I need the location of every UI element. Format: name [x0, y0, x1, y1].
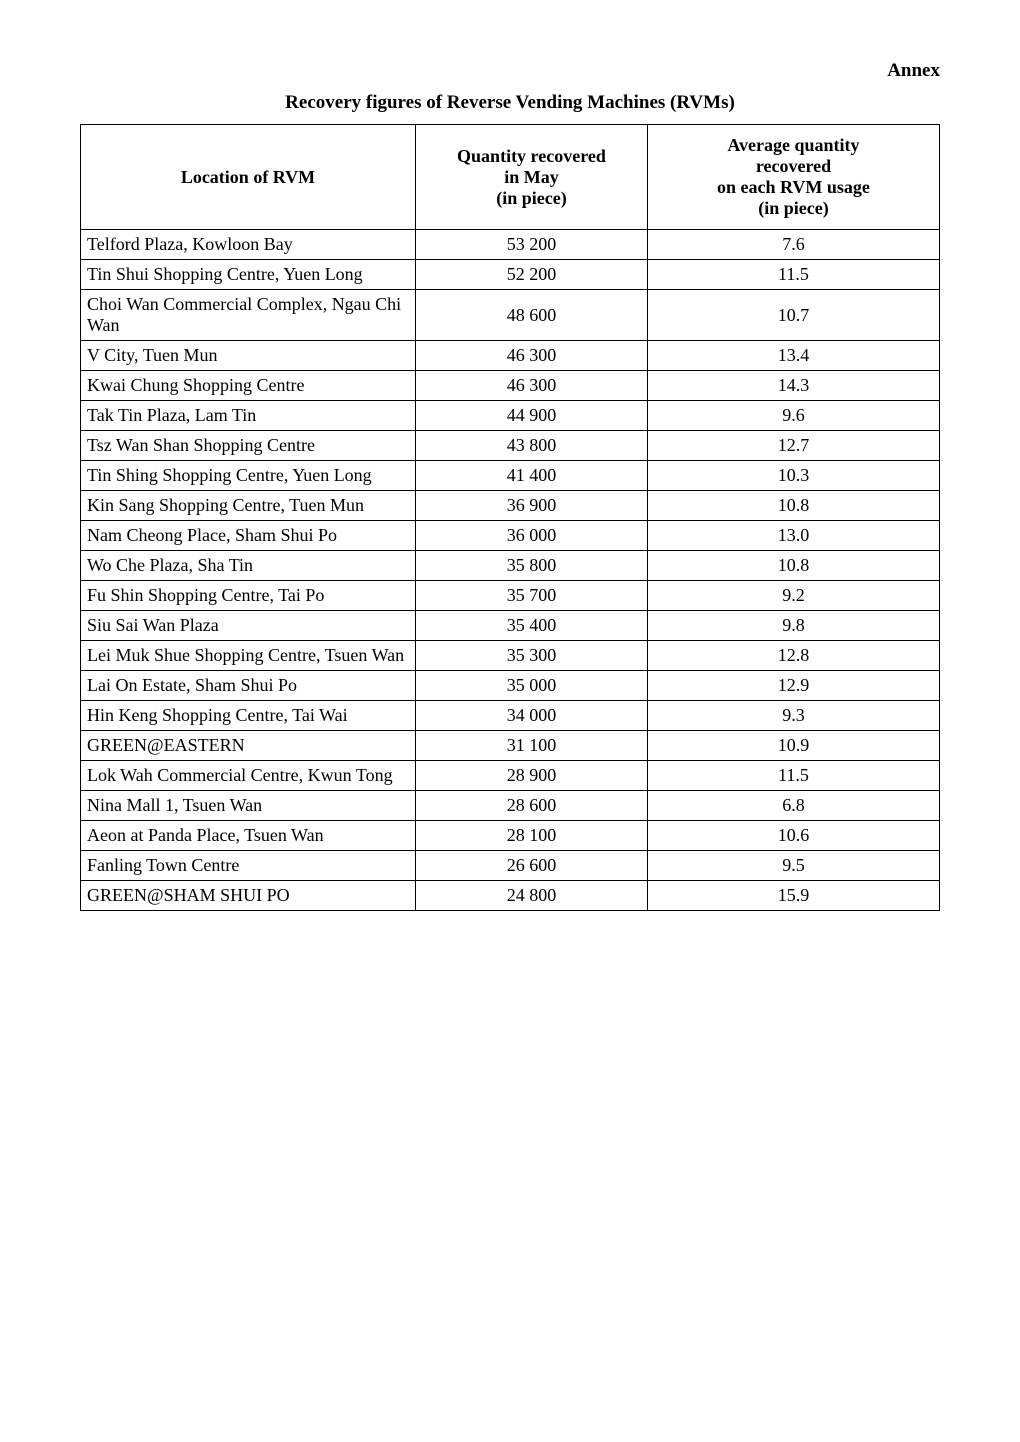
cell-avg: 10.8 [647, 551, 939, 581]
cell-location: Hin Keng Shopping Centre, Tai Wai [81, 701, 416, 731]
cell-qty: 24 800 [416, 881, 648, 911]
table-row: Lei Muk Shue Shopping Centre, Tsuen Wan3… [81, 641, 940, 671]
cell-location: Tin Shing Shopping Centre, Yuen Long [81, 461, 416, 491]
cell-avg: 7.6 [647, 230, 939, 260]
col-header-location: Location of RVM [81, 125, 416, 230]
table-header-row: Location of RVM Quantity recoveredin May… [81, 125, 940, 230]
cell-qty: 36 000 [416, 521, 648, 551]
table-row: Kin Sang Shopping Centre, Tuen Mun36 900… [81, 491, 940, 521]
annex-label: Annex [80, 60, 940, 82]
cell-qty: 46 300 [416, 371, 648, 401]
cell-avg: 9.5 [647, 851, 939, 881]
cell-qty: 35 800 [416, 551, 648, 581]
cell-avg: 9.2 [647, 581, 939, 611]
cell-avg: 12.9 [647, 671, 939, 701]
table-row: GREEN@EASTERN31 10010.9 [81, 731, 940, 761]
cell-qty: 35 300 [416, 641, 648, 671]
cell-qty: 41 400 [416, 461, 648, 491]
table-row: Lok Wah Commercial Centre, Kwun Tong28 9… [81, 761, 940, 791]
cell-location: Fu Shin Shopping Centre, Tai Po [81, 581, 416, 611]
cell-avg: 10.8 [647, 491, 939, 521]
cell-avg: 9.3 [647, 701, 939, 731]
cell-qty: 28 900 [416, 761, 648, 791]
cell-location: Fanling Town Centre [81, 851, 416, 881]
cell-location: Kwai Chung Shopping Centre [81, 371, 416, 401]
cell-location: Wo Che Plaza, Sha Tin [81, 551, 416, 581]
table-row: Aeon at Panda Place, Tsuen Wan28 10010.6 [81, 821, 940, 851]
cell-avg: 13.4 [647, 341, 939, 371]
cell-location: GREEN@EASTERN [81, 731, 416, 761]
table-row: Tin Shing Shopping Centre, Yuen Long41 4… [81, 461, 940, 491]
cell-location: Tak Tin Plaza, Lam Tin [81, 401, 416, 431]
cell-qty: 52 200 [416, 260, 648, 290]
cell-avg: 11.5 [647, 761, 939, 791]
cell-qty: 28 100 [416, 821, 648, 851]
cell-location: GREEN@SHAM SHUI PO [81, 881, 416, 911]
table-row: Telford Plaza, Kowloon Bay53 2007.6 [81, 230, 940, 260]
table-row: Tak Tin Plaza, Lam Tin44 9009.6 [81, 401, 940, 431]
cell-avg: 12.7 [647, 431, 939, 461]
rvm-table: Location of RVM Quantity recoveredin May… [80, 124, 940, 911]
cell-location: Nam Cheong Place, Sham Shui Po [81, 521, 416, 551]
cell-qty: 46 300 [416, 341, 648, 371]
cell-qty: 53 200 [416, 230, 648, 260]
cell-qty: 34 000 [416, 701, 648, 731]
table-row: Tsz Wan Shan Shopping Centre43 80012.7 [81, 431, 940, 461]
cell-location: Nina Mall 1, Tsuen Wan [81, 791, 416, 821]
table-row: GREEN@SHAM SHUI PO24 80015.9 [81, 881, 940, 911]
cell-location: Lai On Estate, Sham Shui Po [81, 671, 416, 701]
table-row: Siu Sai Wan Plaza35 4009.8 [81, 611, 940, 641]
cell-qty: 44 900 [416, 401, 648, 431]
cell-qty: 35 000 [416, 671, 648, 701]
table-row: Lai On Estate, Sham Shui Po35 00012.9 [81, 671, 940, 701]
cell-avg: 10.3 [647, 461, 939, 491]
cell-qty: 43 800 [416, 431, 648, 461]
cell-avg: 15.9 [647, 881, 939, 911]
cell-avg: 10.9 [647, 731, 939, 761]
cell-avg: 6.8 [647, 791, 939, 821]
table-row: V City, Tuen Mun46 30013.4 [81, 341, 940, 371]
cell-qty: 48 600 [416, 290, 648, 341]
cell-qty: 35 400 [416, 611, 648, 641]
table-row: Choi Wan Commercial Complex, Ngau Chi Wa… [81, 290, 940, 341]
cell-avg: 12.8 [647, 641, 939, 671]
col-header-quantity: Quantity recoveredin May(in piece) [416, 125, 648, 230]
cell-location: Tin Shui Shopping Centre, Yuen Long [81, 260, 416, 290]
cell-qty: 28 600 [416, 791, 648, 821]
document-title: Recovery figures of Reverse Vending Mach… [80, 92, 940, 114]
table-row: Kwai Chung Shopping Centre46 30014.3 [81, 371, 940, 401]
table-row: Nam Cheong Place, Sham Shui Po36 00013.0 [81, 521, 940, 551]
cell-location: Choi Wan Commercial Complex, Ngau Chi Wa… [81, 290, 416, 341]
cell-location: Siu Sai Wan Plaza [81, 611, 416, 641]
cell-qty: 35 700 [416, 581, 648, 611]
cell-location: V City, Tuen Mun [81, 341, 416, 371]
table-row: Hin Keng Shopping Centre, Tai Wai34 0009… [81, 701, 940, 731]
col-header-average: Average quantityrecoveredon each RVM usa… [647, 125, 939, 230]
cell-location: Lei Muk Shue Shopping Centre, Tsuen Wan [81, 641, 416, 671]
cell-qty: 26 600 [416, 851, 648, 881]
cell-avg: 14.3 [647, 371, 939, 401]
cell-avg: 9.8 [647, 611, 939, 641]
cell-avg: 10.6 [647, 821, 939, 851]
cell-qty: 31 100 [416, 731, 648, 761]
cell-location: Aeon at Panda Place, Tsuen Wan [81, 821, 416, 851]
cell-qty: 36 900 [416, 491, 648, 521]
table-row: Nina Mall 1, Tsuen Wan28 6006.8 [81, 791, 940, 821]
table-row: Wo Che Plaza, Sha Tin35 80010.8 [81, 551, 940, 581]
cell-location: Tsz Wan Shan Shopping Centre [81, 431, 416, 461]
table-body: Telford Plaza, Kowloon Bay53 2007.6 Tin … [81, 230, 940, 911]
cell-location: Telford Plaza, Kowloon Bay [81, 230, 416, 260]
cell-avg: 11.5 [647, 260, 939, 290]
cell-location: Kin Sang Shopping Centre, Tuen Mun [81, 491, 416, 521]
table-row: Tin Shui Shopping Centre, Yuen Long52 20… [81, 260, 940, 290]
cell-avg: 13.0 [647, 521, 939, 551]
cell-avg: 9.6 [647, 401, 939, 431]
table-row: Fanling Town Centre26 6009.5 [81, 851, 940, 881]
table-row: Fu Shin Shopping Centre, Tai Po35 7009.2 [81, 581, 940, 611]
cell-location: Lok Wah Commercial Centre, Kwun Tong [81, 761, 416, 791]
cell-avg: 10.7 [647, 290, 939, 341]
